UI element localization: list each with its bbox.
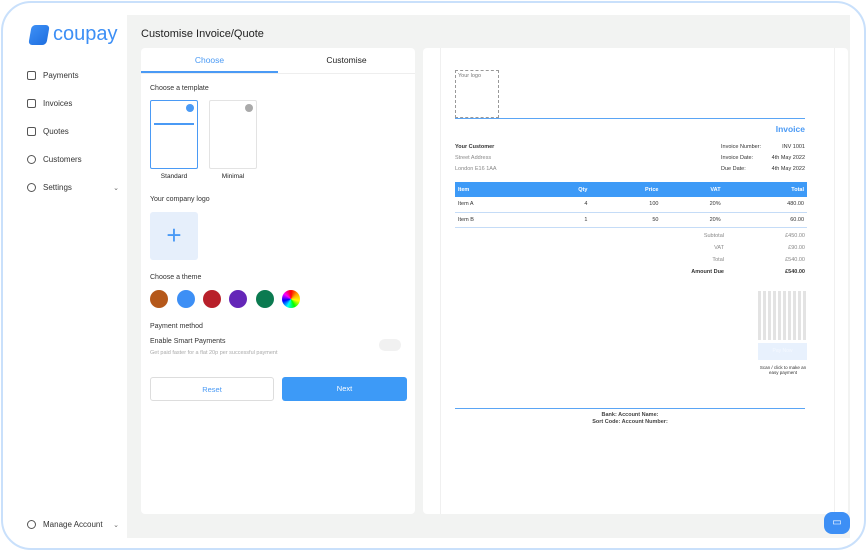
- amount-due-label: Amount Due: [691, 269, 724, 275]
- chevron-down-icon: ⌄: [113, 184, 119, 192]
- preview-panel: Your logo Invoice Your Customer Street A…: [423, 48, 848, 514]
- quote-icon: [27, 127, 36, 136]
- meta-label: Invoice Number:: [721, 144, 762, 150]
- label: Settings: [43, 183, 72, 192]
- col-header: Price: [590, 182, 662, 197]
- col-header: Item: [455, 182, 535, 197]
- label: Manage Account: [43, 520, 103, 529]
- cell: 60.00: [723, 212, 807, 228]
- scan-caption: Scan / click to make an easy payment: [759, 365, 807, 375]
- sidebar-item-customers[interactable]: Customers: [27, 155, 119, 164]
- theme-swatch[interactable]: [150, 290, 168, 308]
- theme-swatch[interactable]: [203, 290, 221, 308]
- cell: 50: [590, 212, 662, 228]
- sidebar-item-quotes[interactable]: Quotes: [27, 127, 119, 136]
- chevron-down-icon: ⌄: [113, 521, 119, 529]
- sidebar-item-settings[interactable]: Settings ⌄: [27, 183, 119, 192]
- tab-choose[interactable]: Choose: [141, 48, 278, 73]
- cell: 480.00: [723, 197, 807, 213]
- template-minimal[interactable]: [209, 100, 257, 169]
- brand-name: coupay: [53, 23, 118, 45]
- cell: 1: [534, 212, 591, 228]
- meta-value: INV 1001: [782, 144, 805, 150]
- subtotal-label: Subtotal: [703, 233, 724, 239]
- sidebar-item-payments[interactable]: Payments: [27, 71, 119, 80]
- template-label: Choose a template: [150, 85, 209, 92]
- theme-swatch[interactable]: [177, 290, 195, 308]
- label: Invoices: [43, 99, 73, 108]
- theme-label: Choose a theme: [150, 274, 202, 281]
- sort-code-details: Sort Code: Account Number:: [592, 419, 668, 425]
- next-button[interactable]: Next: [282, 377, 407, 401]
- table-row: Item B 1 50 20% 60.00: [455, 212, 807, 228]
- manage-account[interactable]: Manage Account ⌄: [27, 520, 119, 529]
- gear-icon: [27, 183, 36, 192]
- cell: 20%: [661, 212, 724, 228]
- amount-due-value: £540.00: [785, 269, 805, 275]
- theme-swatch[interactable]: [256, 290, 274, 308]
- cell: 100: [590, 197, 662, 213]
- vat-label: VAT: [714, 245, 724, 251]
- label: Payments: [43, 71, 79, 80]
- label: Quotes: [43, 127, 69, 136]
- check-icon: [245, 104, 253, 112]
- upload-logo-button[interactable]: +: [150, 212, 198, 260]
- coupay-logo[interactable]: coupay: [28, 23, 118, 46]
- arrows-icon: [27, 71, 36, 80]
- customer-name: Your Customer: [455, 144, 495, 150]
- chat-button[interactable]: ▭: [824, 512, 850, 534]
- items-table: Item Qty Price VAT Total Item A 4 100 20% 480.00…: [455, 182, 807, 228]
- logo-icon: [28, 24, 50, 45]
- tab-customise[interactable]: Customise: [326, 55, 367, 65]
- cell: Item B: [455, 212, 535, 228]
- meta-label: Due Date:: [721, 166, 746, 172]
- col-header: Qty: [534, 182, 591, 197]
- total-label: Total: [712, 257, 724, 263]
- qr-code[interactable]: [758, 291, 807, 340]
- meta-value: 4th May 2022: [771, 155, 805, 161]
- meta-label: Invoice Date:: [721, 155, 754, 161]
- template-standard[interactable]: [150, 100, 198, 169]
- theme-swatch[interactable]: [229, 290, 247, 308]
- users-icon: [27, 155, 36, 164]
- smart-payments-desc: Get paid faster for a flat 20p per succe…: [150, 350, 278, 356]
- cell: Item A: [455, 197, 535, 213]
- page-title: Customise Invoice/Quote: [141, 28, 264, 40]
- pay-now-label: Pay Now: [772, 348, 793, 354]
- cell: 4: [534, 197, 591, 213]
- custom-color-picker[interactable]: [282, 290, 300, 308]
- meta-value: 4th May 2022: [771, 166, 805, 172]
- cell: 20%: [661, 197, 724, 213]
- smart-payments-label: Enable Smart Payments: [150, 338, 226, 345]
- reset-button[interactable]: Reset: [150, 377, 274, 401]
- document-icon: [27, 99, 36, 108]
- logo-label: Your company logo: [150, 196, 210, 203]
- logo-placeholder: Your logo: [455, 70, 499, 118]
- vat-value: £90.00: [788, 245, 805, 251]
- total-value: £540.00: [785, 257, 805, 263]
- pay-now-button[interactable]: Pay Now: [758, 343, 807, 360]
- col-header: Total: [723, 182, 807, 197]
- choose-panel: Choose Customise Choose a template Stand…: [141, 48, 415, 514]
- sidebar-item-invoices[interactable]: Invoices: [27, 99, 119, 108]
- col-header: VAT: [661, 182, 724, 197]
- customer-street: Street Address: [455, 155, 492, 161]
- sidebar: coupay Payments Invoices Quotes Customer…: [3, 3, 127, 548]
- check-icon: [186, 104, 194, 112]
- main: Customise Invoice/Quote Choose Customise…: [127, 15, 850, 538]
- invoice-title: Invoice: [775, 124, 805, 134]
- template-name: Minimal: [221, 173, 245, 180]
- smart-payments-toggle[interactable]: [379, 339, 401, 351]
- payment-label: Payment method: [150, 323, 203, 330]
- label: Customers: [43, 155, 82, 164]
- bank-details: Bank: Account Name:: [601, 412, 659, 418]
- template-name: Standard: [160, 173, 188, 180]
- invoice-preview: Your logo Invoice Your Customer Street A…: [440, 48, 835, 514]
- table-row: Item A 4 100 20% 480.00: [455, 197, 807, 213]
- subtotal-value: £450.00: [785, 233, 805, 239]
- user-icon: [27, 520, 36, 529]
- customer-city: London E16 1AA: [455, 166, 497, 172]
